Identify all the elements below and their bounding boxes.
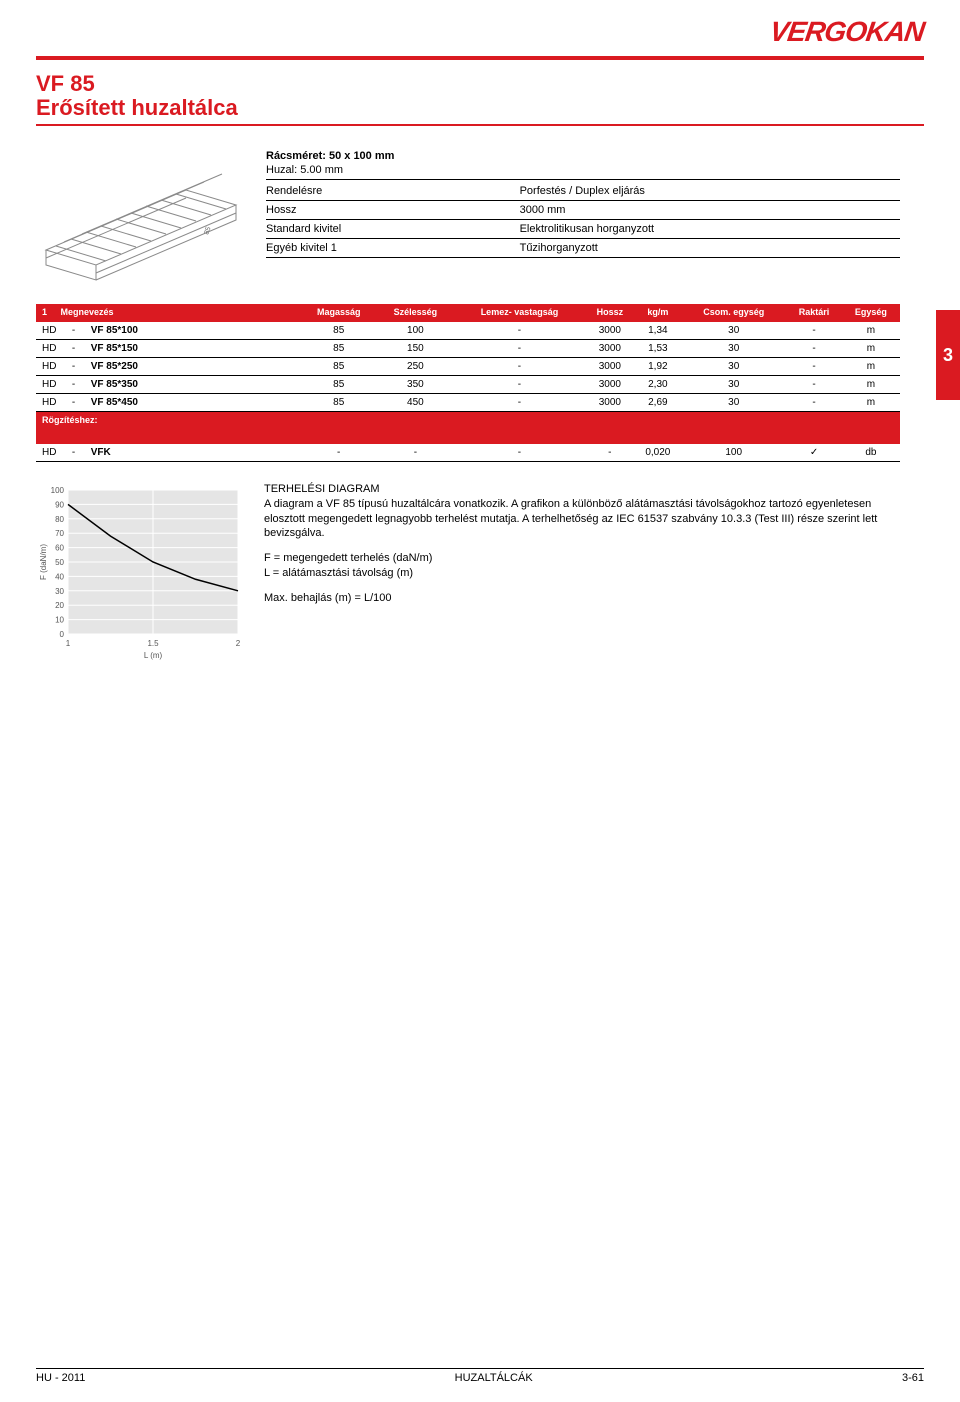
diagram-body: A diagram a VF 85 típusú huzaltálcára vo… — [264, 498, 877, 540]
table-header: Magasság — [300, 304, 377, 322]
spec-table: RendelésrePorfestés / Duplex eljárás Hos… — [266, 182, 900, 258]
spec-header-line-2: Huzal: 5.00 mm — [266, 164, 900, 180]
table-row: HD-VFK----0,020100✓db — [36, 444, 900, 462]
svg-text:90: 90 — [55, 500, 64, 509]
svg-text:20: 20 — [55, 601, 64, 610]
title-underline — [36, 124, 924, 126]
page-footer: HU - 2011 HUZALTÁLCÁK 3-61 — [36, 1368, 924, 1384]
svg-text:80: 80 — [55, 515, 64, 524]
svg-text:2: 2 — [236, 639, 241, 648]
main-data-table: 1 Megnevezés Magasság Szélesség Lemez- v… — [36, 304, 900, 462]
svg-text:85: 85 — [203, 226, 212, 236]
table-header: Megnevezés — [58, 304, 300, 322]
svg-text:40: 40 — [55, 572, 64, 581]
table-header: Lemez- vastagság — [454, 304, 586, 322]
table-header: Hossz — [585, 304, 634, 322]
table-header-row: 1 Megnevezés Magasság Szélesség Lemez- v… — [36, 304, 900, 322]
footer-center: HUZALTÁLCÁK — [455, 1372, 533, 1384]
table-row: HD-VF 85*25085250-30001,9230-m — [36, 357, 900, 375]
spec-label: Hossz — [266, 201, 520, 220]
table-header: Szélesség — [377, 304, 454, 322]
spec-value: Porfestés / Duplex eljárás — [520, 182, 900, 201]
spec-header-line-1: Rácsméret: 50 x 100 mm — [266, 150, 900, 162]
footer-right: 3-61 — [902, 1372, 924, 1384]
product-name: Erősített huzaltálca — [36, 96, 924, 120]
table-row: HD-VF 85*10085100-30001,3430-m — [36, 322, 900, 340]
svg-text:100: 100 — [51, 486, 65, 495]
footer-left: HU - 2011 — [36, 1372, 85, 1384]
diagram-line: F = megengedett terhelés (daN/m) — [264, 552, 432, 564]
svg-text:30: 30 — [55, 587, 64, 596]
spec-label: Standard kivitel — [266, 220, 520, 239]
table-header: Raktári — [786, 304, 842, 322]
table-header: 1 — [36, 304, 58, 322]
diagram-max: Max. behajlás (m) = L/100 — [264, 591, 900, 606]
table-header: Egység — [842, 304, 900, 322]
svg-text:50: 50 — [55, 558, 64, 567]
svg-text:1.5: 1.5 — [147, 639, 159, 648]
table-header: Csom. egység — [681, 304, 786, 322]
svg-text:60: 60 — [55, 543, 64, 552]
load-chart: 0 10 20 30 40 50 60 70 80 90 100 1 1.5 2 L (m) F (daN/m… — [36, 482, 246, 665]
svg-text:F (daN/m): F (daN/m) — [39, 544, 48, 580]
spec-value: 3000 mm — [520, 201, 900, 220]
product-illustration: 85 — [36, 150, 246, 290]
spec-label: Rendelésre — [266, 182, 520, 201]
spec-value: Tűzihorganyzott — [520, 239, 900, 258]
svg-text:0: 0 — [60, 630, 65, 639]
table-row: HD-VF 85*45085450-30002,6930-m — [36, 393, 900, 411]
svg-text:1: 1 — [66, 639, 71, 648]
table-section-row: Rögzítéshez: — [36, 411, 900, 428]
diagram-line: L = alátámasztási távolság (m) — [264, 567, 413, 579]
svg-text:70: 70 — [55, 529, 64, 538]
diagram-title: TERHELÉSI DIAGRAM — [264, 483, 380, 495]
header-red-line — [36, 56, 924, 60]
table-row: HD-VF 85*15085150-30001,5330-m — [36, 339, 900, 357]
product-code: VF 85 — [36, 72, 924, 96]
svg-text:10: 10 — [55, 615, 64, 624]
spec-value: Elektrolitikusan horganyzott — [520, 220, 900, 239]
table-header: kg/m — [634, 304, 681, 322]
brand-logo: VERGOKAN — [768, 16, 926, 48]
table-row: HD-VF 85*35085350-30002,3030-m — [36, 375, 900, 393]
svg-text:L (m): L (m) — [144, 651, 163, 660]
spec-label: Egyéb kivitel 1 — [266, 239, 520, 258]
page-tab: 3 — [936, 310, 960, 400]
